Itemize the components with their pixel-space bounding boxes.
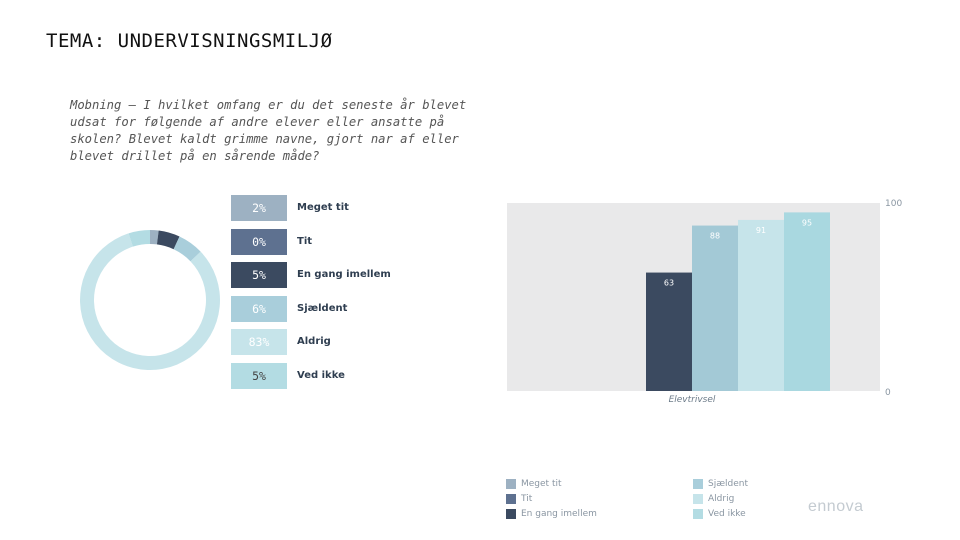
bar [738,219,784,391]
bar-value-label: 88 [710,232,720,241]
category-label: En gang imellem [297,269,391,281]
page-title: TEMA: UNDERVISNINGSMILJØ [46,30,333,52]
legend-label: Ved ikke [708,509,746,519]
legend-swatch [506,479,516,489]
percent-label: 6% [231,295,287,322]
donut-chart [80,230,220,370]
category-label: Sjældent [297,302,348,314]
category-label: Meget tit [297,202,349,213]
legend-swatch [693,494,703,504]
donut-slice [156,230,180,250]
x-category-label: Elevtrivsel [669,395,716,405]
category-label: Aldrig [297,336,331,348]
percent-label: 5% [231,363,287,389]
legend-swatch [506,494,516,504]
legend-item: Aldrig [693,493,853,507]
percent-label: 5% [231,262,287,289]
bar-value-label: 95 [802,218,812,227]
donut-slice [80,233,220,370]
legend-label: Meget tit [521,479,562,489]
question-text: Mobning – I hvilket omfang er du det sen… [70,98,467,163]
bar [692,225,738,391]
percent-label: 2% [231,195,287,221]
category-label: Tit [297,235,313,247]
legend-item: Tit [506,493,666,507]
legend-row: 5% Ved ikke [231,363,431,389]
legend-row: 2% Meget tit [231,195,431,221]
donut-slice [128,230,150,247]
legend-label: En gang imellem [521,509,597,519]
bar-value-label: 63 [664,279,674,288]
y-tick-label: 100 [885,199,902,209]
donut-slice [173,236,201,262]
percent-label: 83% [231,329,287,356]
bar-value-label: 91 [756,226,766,235]
legend-label: Tit [521,494,533,504]
bar [784,212,830,391]
legend-swatch [693,509,703,519]
bar-chart: 0 100 63 88 91 95 Elevtrivsel [507,199,902,405]
legend-row: 5% En gang imellem [231,262,431,289]
legend-item: Meget tit [506,478,666,492]
legend-label: Sjældent [708,479,749,489]
percent-label: 0% [231,228,287,255]
legend-row: 0% Tit [231,228,431,255]
y-tick-label: 0 [885,388,891,398]
donut-slice [150,230,159,245]
legend-swatch [693,479,703,489]
legend-item: En gang imellem [506,508,666,522]
legend-swatch [506,509,516,519]
ennova-logo: ennova [808,498,864,515]
bar [646,272,692,391]
legend-item: Sjældent [693,478,853,492]
category-label: Ved ikke [297,370,345,381]
legend-row: 83% Aldrig [231,329,431,356]
legend-item: Ved ikke [693,508,853,522]
legend-label: Aldrig [708,494,735,504]
legend-row: 6% Sjældent [231,295,431,322]
